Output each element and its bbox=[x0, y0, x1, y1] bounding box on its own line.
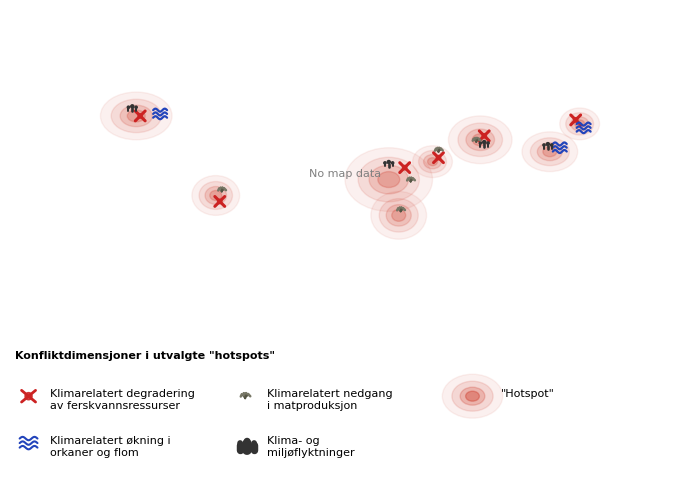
Ellipse shape bbox=[205, 187, 227, 205]
Circle shape bbox=[436, 156, 441, 161]
Ellipse shape bbox=[386, 205, 411, 226]
Circle shape bbox=[25, 393, 32, 400]
Circle shape bbox=[543, 144, 545, 147]
Ellipse shape bbox=[531, 139, 569, 166]
Text: "Hotspot": "Hotspot" bbox=[501, 388, 555, 398]
Ellipse shape bbox=[522, 133, 578, 172]
Circle shape bbox=[402, 166, 407, 170]
Ellipse shape bbox=[369, 166, 409, 195]
Circle shape bbox=[391, 163, 393, 165]
Ellipse shape bbox=[560, 109, 599, 141]
Ellipse shape bbox=[460, 387, 485, 406]
Circle shape bbox=[252, 441, 256, 445]
Circle shape bbox=[244, 439, 250, 444]
Ellipse shape bbox=[210, 191, 222, 201]
Ellipse shape bbox=[575, 121, 584, 129]
Circle shape bbox=[480, 142, 482, 145]
Circle shape bbox=[238, 441, 242, 445]
Ellipse shape bbox=[424, 155, 442, 169]
Ellipse shape bbox=[449, 117, 512, 164]
Ellipse shape bbox=[371, 192, 426, 240]
Circle shape bbox=[482, 134, 486, 139]
Ellipse shape bbox=[473, 135, 488, 146]
Ellipse shape bbox=[566, 114, 594, 136]
Ellipse shape bbox=[543, 147, 556, 157]
Ellipse shape bbox=[466, 391, 480, 401]
Ellipse shape bbox=[466, 130, 495, 151]
Circle shape bbox=[138, 115, 143, 119]
Circle shape bbox=[218, 200, 222, 204]
Ellipse shape bbox=[412, 146, 452, 178]
Ellipse shape bbox=[538, 143, 562, 162]
Ellipse shape bbox=[379, 199, 418, 233]
Circle shape bbox=[573, 119, 578, 123]
Circle shape bbox=[131, 105, 134, 109]
Ellipse shape bbox=[378, 172, 400, 188]
Ellipse shape bbox=[111, 100, 161, 133]
Ellipse shape bbox=[452, 382, 493, 411]
Text: Klima- og
miljøflyktninger: Klima- og miljøflyktninger bbox=[267, 435, 354, 457]
Text: Klimarelatert økning i
orkaner og flom: Klimarelatert økning i orkaner og flom bbox=[50, 435, 171, 457]
Circle shape bbox=[135, 107, 137, 109]
Ellipse shape bbox=[358, 158, 419, 203]
Ellipse shape bbox=[419, 151, 447, 173]
Ellipse shape bbox=[192, 176, 239, 216]
Ellipse shape bbox=[101, 93, 172, 141]
Ellipse shape bbox=[458, 124, 503, 157]
Ellipse shape bbox=[570, 118, 589, 132]
Circle shape bbox=[384, 163, 386, 165]
Circle shape bbox=[487, 142, 489, 145]
Ellipse shape bbox=[428, 159, 438, 166]
Ellipse shape bbox=[127, 111, 145, 122]
Ellipse shape bbox=[345, 148, 433, 212]
Ellipse shape bbox=[199, 182, 232, 210]
Circle shape bbox=[550, 144, 553, 147]
Text: No map data: No map data bbox=[309, 168, 381, 178]
Circle shape bbox=[483, 142, 486, 144]
Ellipse shape bbox=[120, 106, 153, 127]
Ellipse shape bbox=[442, 374, 503, 418]
Text: Klimarelatert nedgang
i matproduksjon: Klimarelatert nedgang i matproduksjon bbox=[267, 388, 392, 410]
Circle shape bbox=[546, 143, 550, 146]
Circle shape bbox=[387, 161, 391, 164]
Text: Konfliktdimensjoner i utvalgte "hotspots": Konfliktdimensjoner i utvalgte "hotspots… bbox=[15, 350, 275, 361]
Ellipse shape bbox=[392, 210, 406, 222]
Circle shape bbox=[127, 107, 130, 109]
Text: Klimarelatert degradering
av ferskvannsressurser: Klimarelatert degradering av ferskvannsr… bbox=[50, 388, 195, 410]
